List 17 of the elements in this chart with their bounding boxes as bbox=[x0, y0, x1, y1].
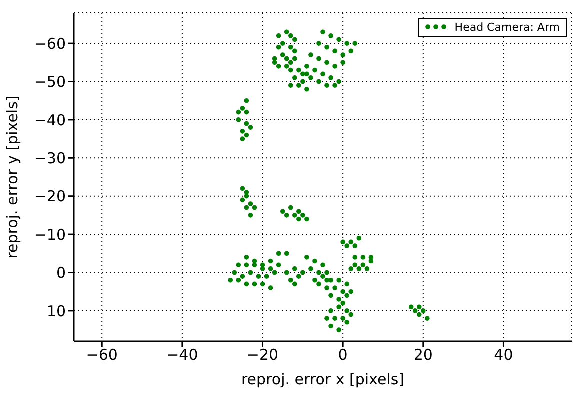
legend-label: Head Camera: Arm bbox=[454, 20, 560, 34]
x-tick-label: −60 bbox=[86, 346, 118, 364]
x-tick-label: 20 bbox=[414, 346, 433, 364]
x-tick-label: −40 bbox=[166, 346, 198, 364]
x-tick-label: 40 bbox=[494, 346, 514, 364]
x-tick-label: −20 bbox=[246, 346, 279, 364]
y-tick-label: −20 bbox=[34, 188, 66, 206]
x-tick-label: 0 bbox=[338, 346, 348, 364]
y-tick-label: −30 bbox=[34, 149, 66, 168]
y-tick-label: 10 bbox=[46, 302, 66, 320]
y-tick-label: −50 bbox=[34, 73, 66, 92]
y-axis-title: reproj. error y [pixels] bbox=[3, 96, 22, 259]
y-tick-label: 0 bbox=[56, 264, 66, 282]
y-tick-label: −10 bbox=[34, 226, 66, 244]
x-axis-title: reproj. error x [pixels] bbox=[241, 370, 405, 388]
y-tick-label: −40 bbox=[34, 111, 66, 130]
y-tick-label: −60 bbox=[34, 34, 66, 53]
